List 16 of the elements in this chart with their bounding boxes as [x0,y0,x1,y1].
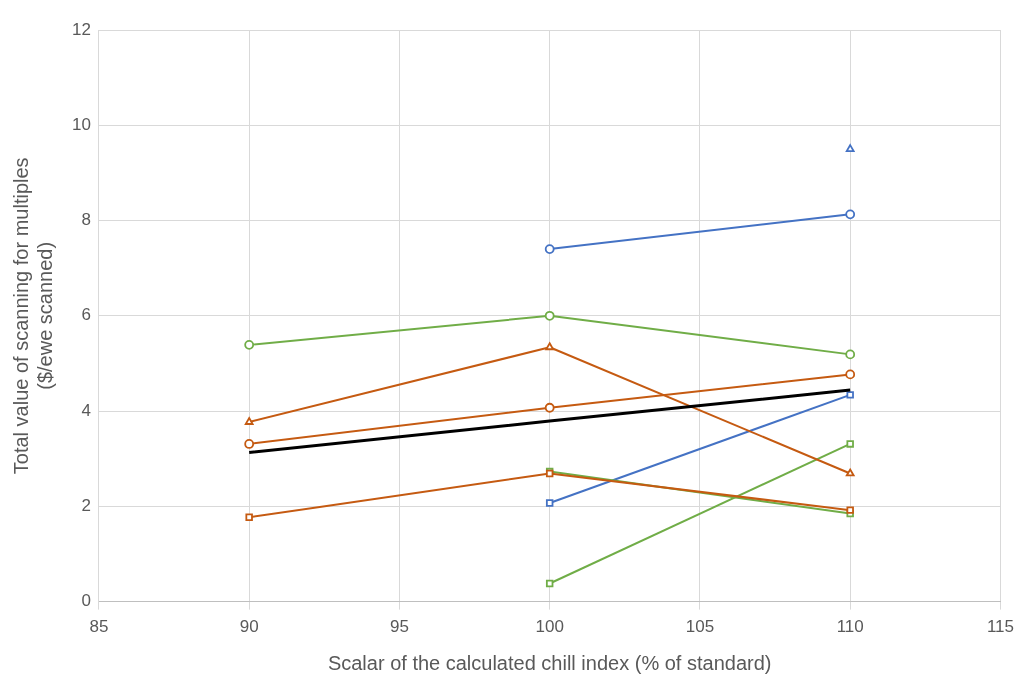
x-tick-label: 100 [535,617,564,637]
y-tick-label: 2 [81,496,91,516]
y-tick-label: 6 [81,305,91,325]
y-tick-label: 10 [71,114,91,134]
y-tick-label: 12 [71,19,91,39]
x-tick-label: 110 [836,617,864,637]
x-tick-label: 95 [389,617,409,637]
y-axis-title: Total value of scanning for multiples ($/ewe scanned) [9,157,56,475]
x-tick-label: 115 [986,617,1014,637]
x-tick-label: 90 [239,617,259,637]
y-tick-label: 8 [81,210,91,230]
x-axis-title: Scalar of the calculated chill index (% of standard) [327,651,772,674]
x-tick-label: 85 [89,617,109,637]
x-tick-label: 105 [685,617,715,637]
y-tick-label: 0 [81,591,91,611]
y-tick-label: 4 [81,400,91,420]
